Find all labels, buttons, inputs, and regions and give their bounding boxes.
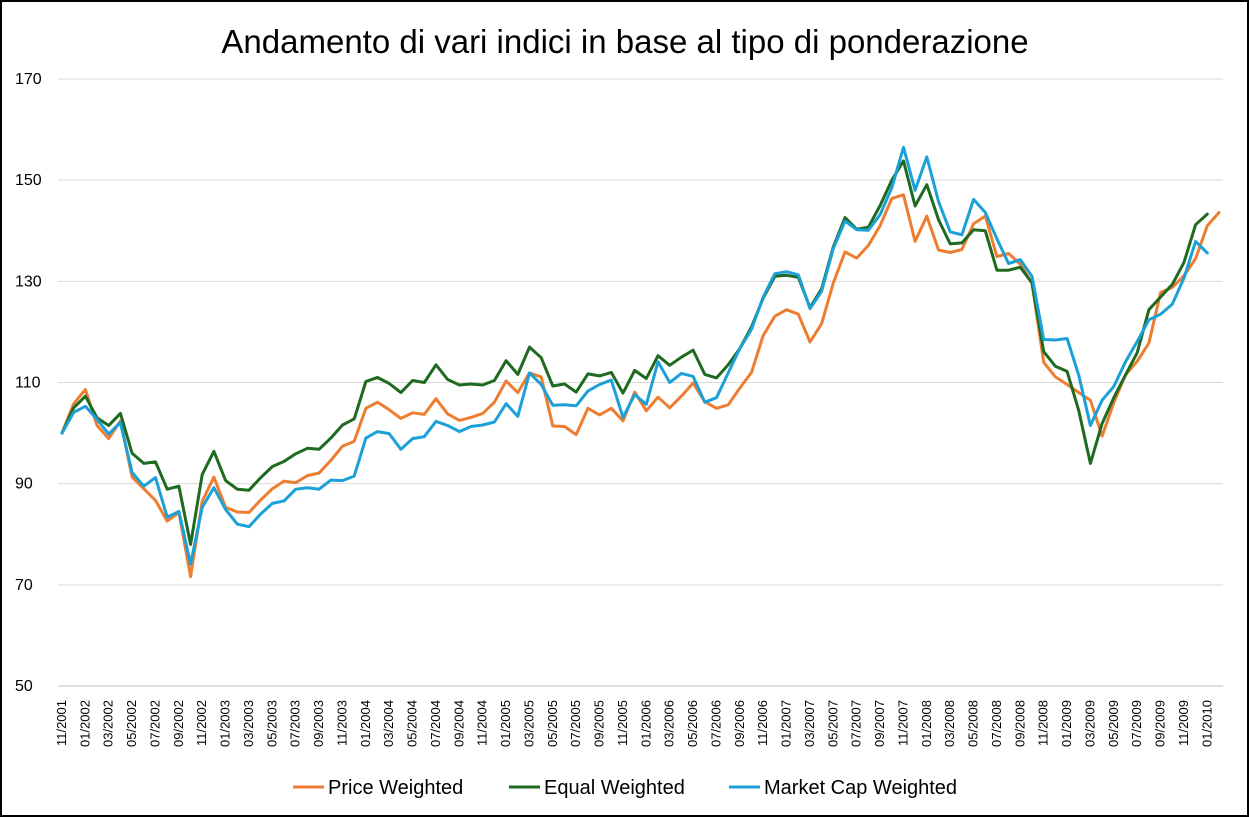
x-tick-label: 11/2009 bbox=[1176, 700, 1191, 746]
y-tick-label: 150 bbox=[15, 172, 42, 189]
x-tick-label: 03/2006 bbox=[662, 700, 677, 747]
x-tick-label: 05/2008 bbox=[966, 700, 981, 747]
x-tick-label: 01/2006 bbox=[638, 700, 653, 747]
x-tick-label: 11/2003 bbox=[334, 700, 349, 746]
legend-label-0: Price Weighted bbox=[328, 777, 463, 799]
x-tick-label: 09/2008 bbox=[1012, 700, 1027, 747]
x-tick-label: 07/2005 bbox=[568, 700, 583, 747]
x-tick-label: 09/2006 bbox=[732, 700, 747, 747]
series-lines bbox=[60, 145, 1221, 579]
x-tick-label: 09/2002 bbox=[171, 700, 186, 747]
x-tick-label: 01/2005 bbox=[498, 700, 513, 747]
x-tick-label: 03/2009 bbox=[1082, 700, 1097, 747]
x-tick-label: 03/2004 bbox=[381, 700, 396, 747]
y-tick-label: 90 bbox=[15, 476, 33, 493]
x-tick-label: 09/2004 bbox=[451, 700, 466, 747]
y-tick-label: 130 bbox=[15, 273, 42, 290]
x-tick-label: 11/2004 bbox=[475, 700, 490, 746]
x-tick-label: 11/2007 bbox=[895, 700, 910, 746]
x-tick-label: 03/2007 bbox=[802, 700, 817, 747]
x-tick-label: 09/2007 bbox=[872, 700, 887, 747]
x-tick-label: 05/2005 bbox=[545, 700, 560, 747]
x-tick-label: 07/2002 bbox=[147, 700, 162, 747]
y-tick-label: 70 bbox=[15, 577, 33, 594]
x-tick-label: 05/2003 bbox=[264, 700, 279, 747]
series-line-0 bbox=[60, 193, 1221, 579]
x-tick-label: 07/2006 bbox=[708, 700, 723, 747]
x-tick-label: 07/2009 bbox=[1129, 700, 1144, 747]
x-tick-label: 03/2005 bbox=[521, 700, 536, 747]
gridlines bbox=[58, 78, 1223, 687]
x-tick-label: 07/2003 bbox=[288, 700, 303, 747]
y-tick-label: 110 bbox=[15, 375, 41, 392]
x-tick-label: 07/2004 bbox=[428, 700, 443, 747]
x-tick-label: 07/2008 bbox=[989, 700, 1004, 747]
x-tick-label: 01/2010 bbox=[1199, 700, 1214, 747]
x-axis-ticks: 11/2001 01/2002 03/2002 05/2002 07/2002 09/20… bbox=[54, 700, 1214, 747]
y-axis-ticks: 170 150 130 110 90 70 50 bbox=[15, 71, 42, 695]
legend-label-1: Equal Weighted bbox=[544, 777, 685, 799]
x-tick-label: 03/2003 bbox=[241, 700, 256, 747]
legend: Price Weighted Equal Weighted Market Cap W… bbox=[293, 777, 957, 799]
series-line-2 bbox=[60, 145, 1209, 566]
x-tick-label: 05/2009 bbox=[1106, 700, 1121, 747]
x-tick-label: 01/2007 bbox=[779, 700, 794, 747]
x-tick-label: 07/2007 bbox=[849, 700, 864, 747]
x-tick-label: 09/2009 bbox=[1153, 700, 1168, 747]
x-tick-label: 01/2009 bbox=[1059, 700, 1074, 747]
x-tick-label: 11/2001 bbox=[54, 700, 69, 746]
x-tick-label: 01/2003 bbox=[218, 700, 233, 747]
x-tick-label: 05/2007 bbox=[825, 700, 840, 747]
legend-label-2: Market Cap Weighted bbox=[764, 777, 957, 799]
x-tick-label: 11/2006 bbox=[755, 700, 770, 746]
y-tick-label: 170 bbox=[15, 71, 42, 88]
y-tick-label: 50 bbox=[15, 678, 33, 695]
x-tick-label: 05/2006 bbox=[685, 700, 700, 747]
series-line-1 bbox=[60, 159, 1209, 546]
x-tick-label: 05/2004 bbox=[405, 700, 420, 747]
x-tick-label: 01/2008 bbox=[919, 700, 934, 747]
x-tick-label: 11/2008 bbox=[1036, 700, 1051, 746]
chart-title: Andamento di vari indici in base al tipo… bbox=[221, 23, 1028, 60]
x-tick-label: 05/2002 bbox=[124, 700, 139, 747]
x-tick-label: 03/2008 bbox=[942, 700, 957, 747]
x-tick-label: 11/2005 bbox=[615, 700, 630, 746]
x-tick-label: 11/2002 bbox=[194, 700, 209, 746]
x-tick-label: 03/2002 bbox=[101, 700, 116, 747]
x-tick-label: 01/2002 bbox=[77, 700, 92, 747]
x-tick-label: 09/2003 bbox=[311, 700, 326, 747]
x-tick-label: 09/2005 bbox=[592, 700, 607, 747]
x-tick-label: 01/2004 bbox=[358, 700, 373, 747]
